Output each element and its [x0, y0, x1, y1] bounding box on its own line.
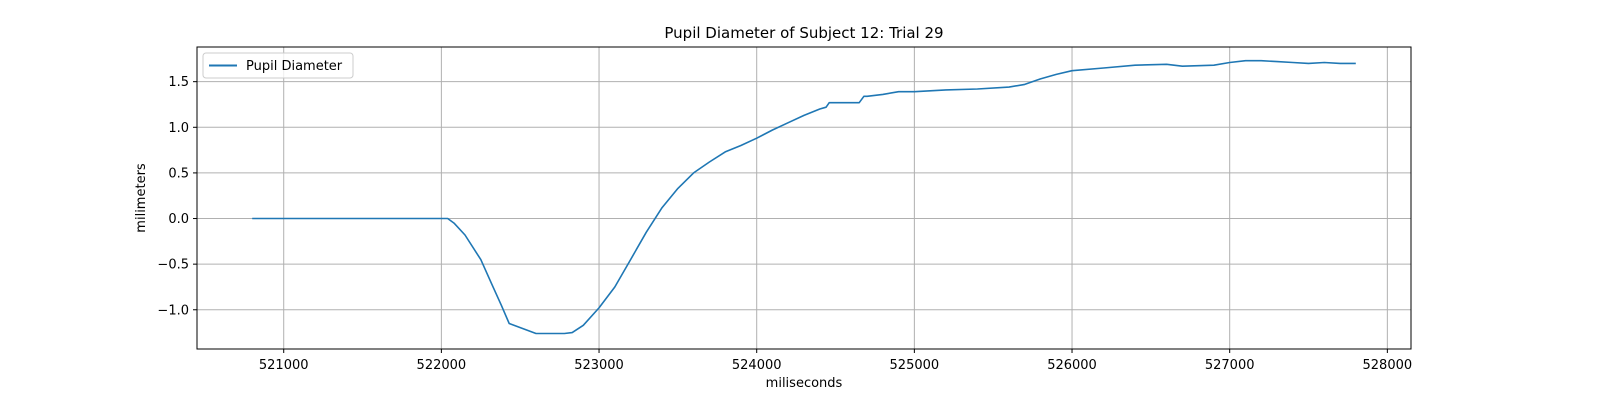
- y-tick-label: 0.0: [168, 212, 189, 227]
- grid: [197, 47, 1411, 349]
- y-axis-label: milimeters: [134, 163, 149, 233]
- x-tick-label: 526000: [1047, 358, 1097, 373]
- pupil-diameter-line: [252, 59, 1356, 335]
- series-layer: [252, 59, 1356, 335]
- x-tick-label: 528000: [1363, 358, 1413, 373]
- x-tick-label: 521000: [259, 358, 309, 373]
- x-axis-label: miliseconds: [766, 376, 843, 391]
- y-tick-label: 1.5: [168, 75, 189, 90]
- legend-label: Pupil Diameter: [246, 59, 343, 74]
- legend: Pupil Diameter: [202, 52, 354, 79]
- y-tick-label: 1.0: [168, 121, 189, 136]
- x-tick-label: 523000: [574, 358, 624, 373]
- x-tick-label: 524000: [732, 358, 782, 373]
- x-tick-label: 522000: [417, 358, 467, 373]
- x-tick-label: 525000: [890, 358, 940, 373]
- y-axis: −1.0 −0.5 0.0 0.5 1.0 1.5: [157, 75, 197, 318]
- y-tick-label: −0.5: [157, 258, 189, 273]
- plot-frame: [196, 46, 1412, 350]
- y-tick-label: 0.5: [168, 166, 189, 181]
- chart-title: Pupil Diameter of Subject 12: Trial 29: [664, 24, 943, 42]
- x-axis: 521000 522000 523000 524000 525000 526000 5270…: [259, 349, 1412, 373]
- x-tick-label: 527000: [1205, 358, 1255, 373]
- legend-box: [202, 52, 354, 79]
- y-tick-label: −1.0: [157, 303, 189, 318]
